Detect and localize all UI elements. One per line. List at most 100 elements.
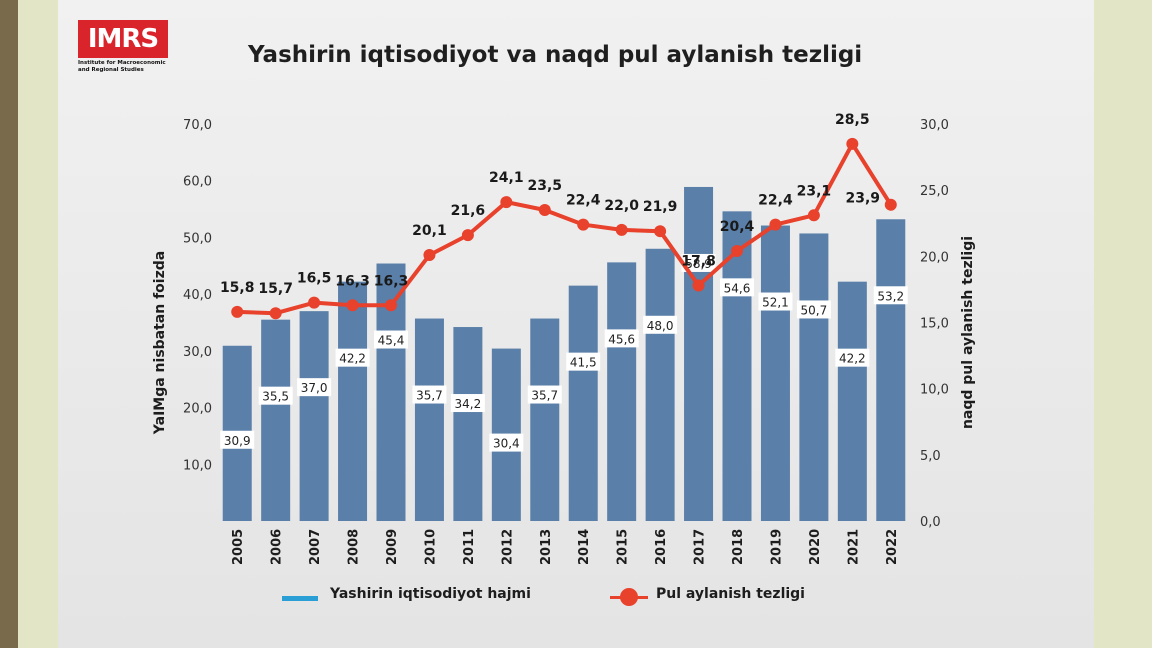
line-point — [654, 225, 667, 238]
line-data-label: 22,0 — [604, 198, 639, 214]
line-point — [692, 279, 705, 292]
left-tick-label: 10,0 — [183, 458, 212, 473]
right-tick-label: 15,0 — [920, 317, 949, 332]
line-data-label: 22,4 — [758, 193, 793, 209]
bar-label-box — [835, 348, 870, 367]
line-point — [269, 307, 282, 320]
right-axis-title: naqd pul aylanish tezligi — [960, 236, 976, 429]
bar-label-box — [527, 385, 562, 404]
line-data-label: 20,4 — [720, 219, 755, 235]
bar-label-box — [412, 385, 447, 404]
bar-data-label: 42,2 — [839, 352, 866, 366]
bar-label-box — [873, 286, 908, 305]
x-tick-label: 2017 — [693, 529, 708, 565]
right-tick-label: 30,0 — [920, 118, 949, 133]
line-point — [231, 305, 244, 318]
x-tick-label: 2021 — [846, 529, 861, 565]
legend-line-marker — [620, 588, 638, 606]
right-tick-label: 0,0 — [920, 515, 941, 530]
left-axis-title: YaIMga nisbatan foizda — [152, 251, 168, 435]
bar — [722, 211, 752, 521]
line-data-label: 23,5 — [528, 178, 563, 194]
left-tick-label: 70,0 — [183, 118, 212, 133]
bar-data-label: 58,9 — [685, 257, 712, 271]
bar-label-box — [374, 330, 408, 349]
bar-data-label: 52,1 — [762, 296, 789, 310]
line-point — [731, 245, 743, 258]
x-tick-label: 2013 — [539, 529, 554, 565]
bar — [684, 186, 714, 521]
bar-label-box — [566, 352, 601, 371]
right-tick-label: 20,0 — [920, 250, 949, 265]
bar-data-label: 45,4 — [378, 334, 405, 348]
bar-data-label: 42,2 — [339, 352, 366, 366]
bar — [876, 219, 906, 521]
line-series — [237, 141, 893, 316]
right-tick-label: 25,0 — [920, 184, 949, 199]
x-tick-label: 2011 — [462, 529, 477, 565]
bar — [338, 281, 368, 521]
bar-label-box — [220, 430, 255, 449]
left-edge-strip — [0, 0, 18, 648]
line-point — [423, 249, 436, 262]
bar-data-label: 35,5 — [262, 390, 289, 404]
bar-data-label: 34,2 — [455, 397, 482, 411]
bar — [299, 311, 329, 521]
line-point — [807, 209, 820, 222]
left-tick-label: 20,0 — [183, 402, 212, 417]
line-point — [577, 218, 590, 231]
bar-label-box — [297, 378, 332, 397]
bar-data-label: 35,7 — [531, 389, 558, 403]
line-point — [769, 218, 782, 231]
bar-label-box — [489, 433, 524, 452]
bar-data-label: 30,9 — [224, 434, 251, 448]
x-tick-label: 2006 — [270, 529, 285, 565]
bar-label-box — [681, 253, 716, 272]
bar-label-box — [258, 386, 293, 405]
left-background-band — [18, 0, 58, 648]
legend-bar-label: Yashirin iqtisodiyot hajmi — [330, 586, 531, 602]
bar-data-label: 54,6 — [724, 281, 751, 295]
line-data-label: 20,1 — [412, 223, 447, 239]
x-tick-label: 2012 — [500, 529, 515, 565]
line-point — [385, 299, 397, 312]
left-tick-label: 50,0 — [183, 231, 212, 246]
line-data-label: 24,1 — [489, 170, 524, 186]
line-point — [615, 223, 628, 236]
line-data-label: 21,6 — [451, 203, 486, 219]
x-tick-label: 2014 — [577, 529, 592, 565]
legend-bar-swatch — [282, 596, 318, 601]
x-tick-label: 2010 — [423, 529, 438, 565]
logo-subtitle-line2: and Regional Studies — [78, 66, 144, 73]
right-tick-label: 5,0 — [920, 449, 941, 464]
bar-label-box — [335, 348, 370, 367]
line-point — [538, 204, 551, 217]
imrs-logo: IMRS Institute for Macroeconomic and Reg… — [78, 20, 170, 73]
bar — [261, 319, 291, 521]
logo-mark: IMRS — [78, 20, 168, 58]
x-tick-label: 2007 — [308, 529, 323, 565]
x-tick-label: 2008 — [347, 529, 362, 565]
line-data-label: 15,8 — [220, 280, 255, 296]
bar-label-box — [604, 329, 639, 348]
chart-title: Yashirin iqtisodiyot va naqd pul aylanis… — [248, 42, 863, 68]
x-tick-label: 2005 — [231, 529, 246, 565]
line-data-label: 22,4 — [566, 193, 601, 209]
bar-data-label: 35,7 — [416, 389, 443, 403]
right-tick-label: 10,0 — [920, 383, 949, 398]
left-tick-label: 40,0 — [183, 288, 212, 303]
x-tick-label: 2016 — [654, 529, 669, 565]
line-point — [308, 296, 321, 309]
bar — [414, 318, 444, 521]
x-tick-label: 2020 — [808, 529, 823, 565]
bar — [607, 262, 637, 521]
bar — [799, 233, 829, 522]
legend-line-label: Pul aylanish tezligi — [656, 586, 805, 602]
line-data-label: 15,7 — [258, 281, 293, 297]
line-point — [500, 196, 513, 209]
bar-data-label: 53,2 — [877, 289, 904, 303]
line-point — [346, 299, 359, 312]
bar — [760, 225, 790, 522]
bar-label-box — [643, 315, 678, 334]
